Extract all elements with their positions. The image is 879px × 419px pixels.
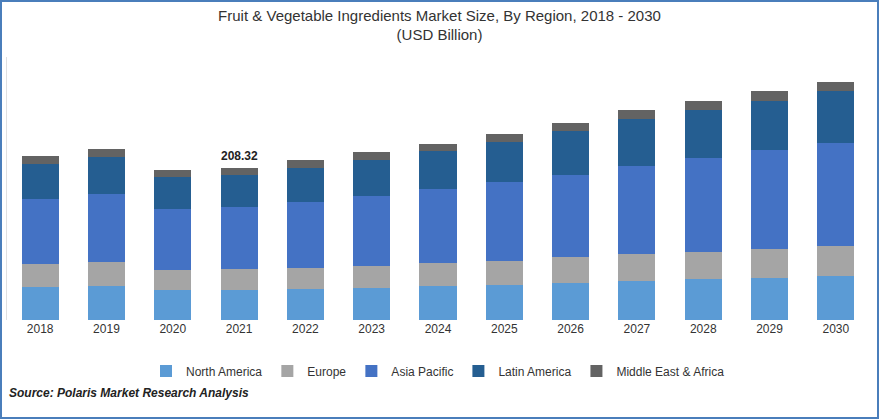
svg-text:2023: 2023 [358,322,385,336]
svg-text:Latin America: Latin America [498,365,571,379]
svg-text:Source: Polaris Market Researc: Source: Polaris Market Research Analysis [9,386,249,400]
svg-text:Europe: Europe [307,365,346,379]
svg-text:2020: 2020 [159,322,186,336]
svg-text:2028: 2028 [690,322,717,336]
svg-text:2027: 2027 [624,322,651,336]
svg-text:Middle East & Africa: Middle East & Africa [616,365,724,379]
svg-text:2021: 2021 [226,322,253,336]
svg-text:208.32: 208.32 [221,149,258,163]
svg-text:2026: 2026 [557,322,584,336]
svg-text:2022: 2022 [292,322,319,336]
svg-text:2030: 2030 [822,322,849,336]
svg-text:2018: 2018 [27,322,54,336]
svg-text:Fruit & Vegetable Ingredients: Fruit & Vegetable Ingredients Market Siz… [218,7,661,44]
svg-text:2029: 2029 [756,322,783,336]
svg-text:Asia Pacific: Asia Pacific [391,365,453,379]
svg-text:2019: 2019 [93,322,120,336]
svg-text:2025: 2025 [491,322,518,336]
svg-text:North America: North America [186,365,262,379]
svg-text:2024: 2024 [425,322,452,336]
